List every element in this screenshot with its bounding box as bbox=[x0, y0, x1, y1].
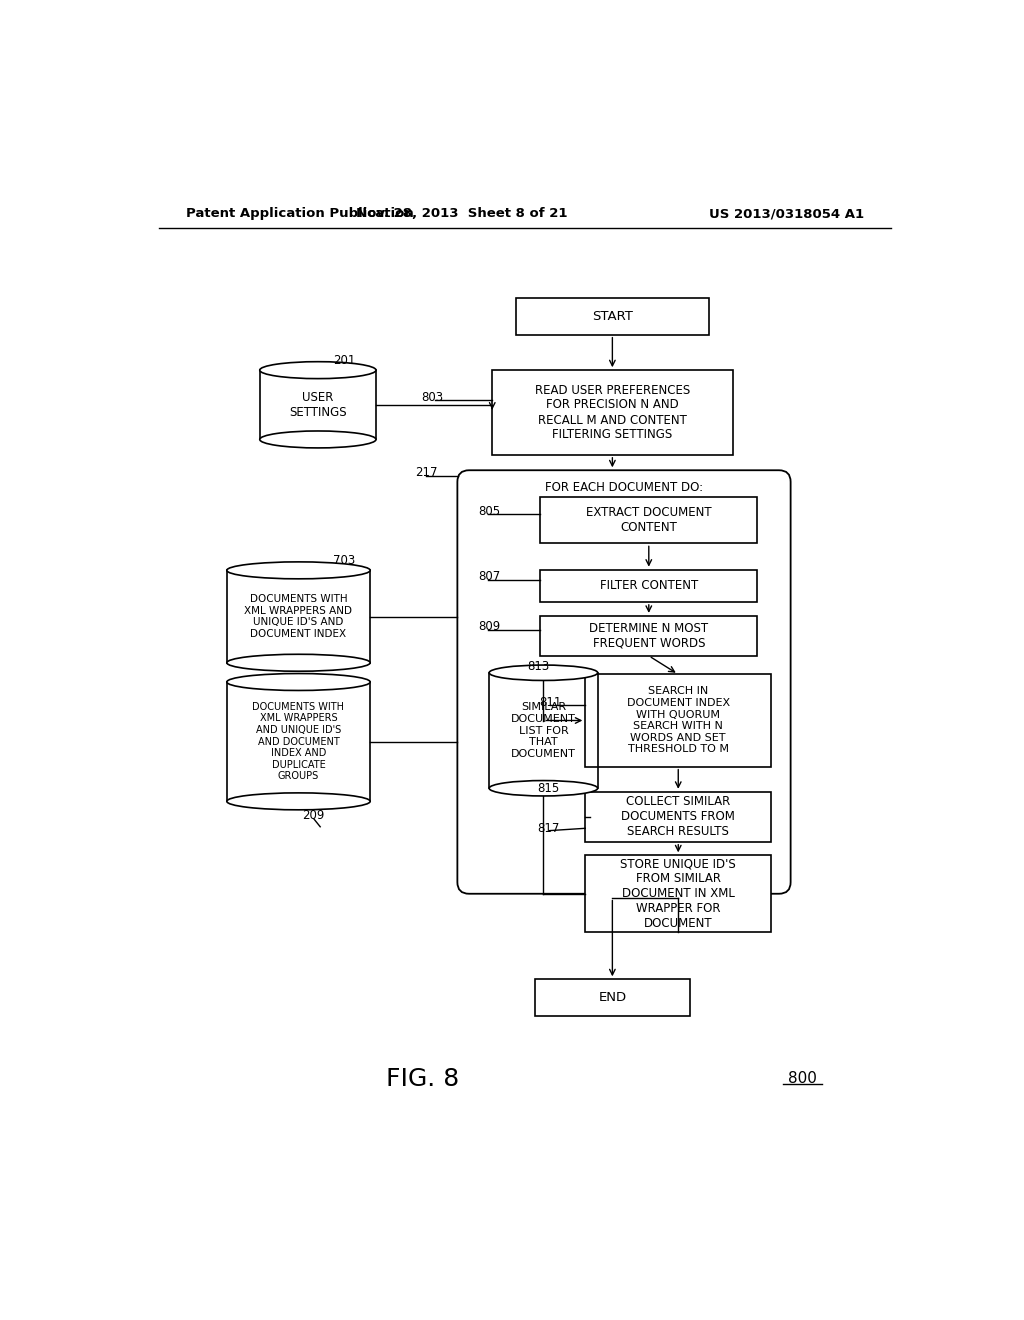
Text: 805: 805 bbox=[478, 504, 501, 517]
Text: 807: 807 bbox=[478, 570, 501, 583]
Text: START: START bbox=[592, 310, 633, 323]
Text: SEARCH IN
DOCUMENT INDEX
WITH QUORUM
SEARCH WITH N
WORDS AND SET
THRESHOLD TO M: SEARCH IN DOCUMENT INDEX WITH QUORUM SEA… bbox=[627, 686, 730, 755]
Ellipse shape bbox=[489, 780, 598, 796]
Text: READ USER PREFERENCES
FOR PRECISION N AND
RECALL M AND CONTENT
FILTERING SETTING: READ USER PREFERENCES FOR PRECISION N AN… bbox=[535, 384, 690, 441]
Bar bbox=[260, 370, 376, 440]
Text: USER
SETTINGS: USER SETTINGS bbox=[289, 391, 347, 418]
FancyBboxPatch shape bbox=[586, 675, 771, 767]
Text: 813: 813 bbox=[527, 660, 549, 673]
Text: 703: 703 bbox=[334, 554, 355, 566]
Text: Nov. 28, 2013  Sheet 8 of 21: Nov. 28, 2013 Sheet 8 of 21 bbox=[355, 207, 567, 220]
Text: FOR EACH DOCUMENT DO:: FOR EACH DOCUMENT DO: bbox=[545, 480, 703, 494]
Text: END: END bbox=[598, 991, 627, 1005]
Ellipse shape bbox=[260, 430, 376, 447]
Text: DETERMINE N MOST
FREQUENT WORDS: DETERMINE N MOST FREQUENT WORDS bbox=[589, 622, 709, 649]
Ellipse shape bbox=[489, 665, 598, 681]
Text: FILTER CONTENT: FILTER CONTENT bbox=[600, 579, 698, 593]
Text: STORE UNIQUE ID'S
FROM SIMILAR
DOCUMENT IN XML
WRAPPER FOR
DOCUMENT: STORE UNIQUE ID'S FROM SIMILAR DOCUMENT … bbox=[621, 857, 736, 931]
FancyBboxPatch shape bbox=[458, 470, 791, 894]
Bar bbox=[226, 570, 371, 663]
Text: 201: 201 bbox=[334, 354, 355, 367]
Text: DOCUMENTS WITH
XML WRAPPERS
AND UNIQUE ID'S
AND DOCUMENT
INDEX AND
DUPLICATE
GRO: DOCUMENTS WITH XML WRAPPERS AND UNIQUE I… bbox=[253, 702, 344, 781]
Ellipse shape bbox=[226, 793, 371, 810]
Text: SIMILAR
DOCUMENT
LIST FOR
THAT
DOCUMENT: SIMILAR DOCUMENT LIST FOR THAT DOCUMENT bbox=[511, 702, 575, 759]
Text: FIG. 8: FIG. 8 bbox=[386, 1067, 459, 1090]
FancyBboxPatch shape bbox=[493, 370, 732, 455]
Text: 817: 817 bbox=[538, 822, 559, 834]
Text: 815: 815 bbox=[538, 781, 559, 795]
Text: 809: 809 bbox=[478, 620, 501, 634]
Ellipse shape bbox=[260, 362, 376, 379]
Text: EXTRACT DOCUMENT
CONTENT: EXTRACT DOCUMENT CONTENT bbox=[586, 507, 712, 535]
Ellipse shape bbox=[226, 655, 371, 671]
Text: 209: 209 bbox=[302, 809, 325, 822]
Text: 217: 217 bbox=[415, 466, 437, 479]
Bar bbox=[226, 682, 371, 801]
FancyBboxPatch shape bbox=[541, 570, 758, 602]
Ellipse shape bbox=[226, 673, 371, 690]
Text: 811: 811 bbox=[539, 696, 561, 709]
Text: Patent Application Publication: Patent Application Publication bbox=[186, 207, 414, 220]
Bar bbox=[489, 673, 598, 788]
FancyBboxPatch shape bbox=[586, 855, 771, 932]
Text: DOCUMENTS WITH
XML WRAPPERS AND
UNIQUE ID'S AND
DOCUMENT INDEX: DOCUMENTS WITH XML WRAPPERS AND UNIQUE I… bbox=[245, 594, 352, 639]
Text: US 2013/0318054 A1: US 2013/0318054 A1 bbox=[710, 207, 864, 220]
FancyBboxPatch shape bbox=[541, 615, 758, 656]
FancyBboxPatch shape bbox=[541, 498, 758, 544]
FancyBboxPatch shape bbox=[535, 979, 690, 1016]
FancyBboxPatch shape bbox=[515, 298, 710, 335]
Text: 800: 800 bbox=[787, 1071, 817, 1086]
Text: COLLECT SIMILAR
DOCUMENTS FROM
SEARCH RESULTS: COLLECT SIMILAR DOCUMENTS FROM SEARCH RE… bbox=[622, 795, 735, 838]
Ellipse shape bbox=[226, 562, 371, 578]
FancyBboxPatch shape bbox=[586, 792, 771, 842]
Text: 803: 803 bbox=[421, 391, 443, 404]
